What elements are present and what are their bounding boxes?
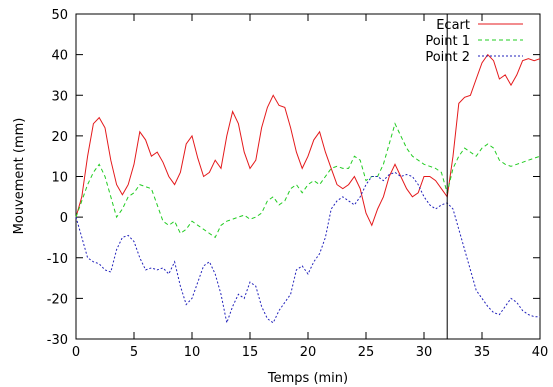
y-axis-title: Mouvement (mm) (12, 118, 27, 235)
axis-ticks: 0 5 10 15 20 25 30 35 40 -30 -20 -10 0 10 20 30 40 50 (47, 8, 549, 360)
legend-label: Ecart (436, 18, 470, 33)
x-tick-label: 10 (184, 345, 201, 360)
x-tick-label: 15 (242, 345, 259, 360)
y-tick-label: 10 (51, 171, 68, 186)
y-tick-label: -20 (47, 292, 68, 307)
x-axis-title: Temps (min) (267, 371, 348, 386)
x-tick-label: 35 (474, 345, 491, 360)
series-line-1 (75, 53, 541, 227)
x-tick-label: 40 (532, 345, 549, 360)
legend-label: Point 2 (425, 50, 470, 65)
x-tick-label: 25 (358, 345, 375, 360)
series-line-3 (75, 171, 540, 325)
x-tick-label: 20 (300, 345, 317, 360)
y-tick-label: 40 (51, 49, 68, 64)
series-layer (75, 53, 541, 325)
x-tick-label: 30 (416, 345, 433, 360)
y-tick-label: -30 (47, 333, 68, 348)
plot-frame (75, 13, 541, 340)
legend-label: Point 1 (425, 34, 470, 49)
y-tick-label: 50 (51, 8, 68, 23)
y-tick-label: -10 (47, 252, 68, 267)
y-tick-label: 20 (51, 130, 68, 145)
x-tick-label: 5 (130, 345, 138, 360)
y-tick-label: 30 (51, 89, 68, 104)
x-tick-label: 0 (72, 345, 80, 360)
y-tick-label: 0 (60, 211, 68, 226)
